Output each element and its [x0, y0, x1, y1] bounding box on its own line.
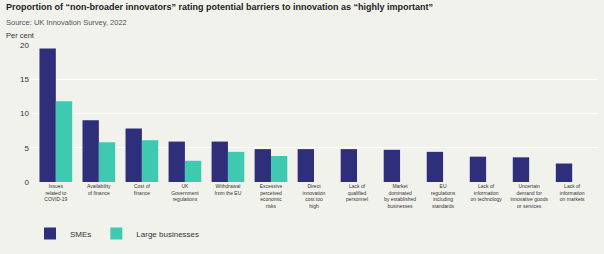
svg-text:Uncertaindemand forinnovative: Uncertaindemand forinnovative goodsor se… [510, 183, 548, 209]
svg-text:20: 20 [20, 41, 29, 50]
svg-text:Per cent: Per cent [6, 31, 35, 40]
svg-text:SMEs: SMEs [70, 230, 91, 239]
svg-text:Proportion of “non-broader inn: Proportion of “non-broader innovators” r… [6, 2, 433, 12]
svg-text:UKGovernmentregulations: UKGovernmentregulations [171, 183, 199, 202]
svg-text:Large businesses: Large businesses [136, 230, 199, 239]
svg-text:Withdrawalfrom the EU: Withdrawalfrom the EU [215, 183, 242, 196]
svg-text:Availabilityof finance: Availabilityof finance [87, 183, 111, 196]
svg-text:15: 15 [20, 75, 29, 84]
svg-text:EUregulationsincludingstandard: EUregulationsincludingstandards [431, 183, 456, 209]
svg-text:10: 10 [20, 109, 29, 118]
svg-text:Excessiveperceivedeconomicrisk: Excessiveperceivedeconomicrisks [260, 183, 283, 209]
svg-text:Source: UK Innovation Survey,: Source: UK Innovation Survey, 2022 [6, 18, 127, 27]
svg-text:Directinnovationcost toohigh: Directinnovationcost toohigh [303, 183, 326, 209]
svg-text:Cost offinance: Cost offinance [134, 183, 151, 196]
svg-text:Marketdominatedby establishedb: Marketdominatedby establishedbusinesses [384, 183, 416, 209]
svg-text:Issuesrelated toCOVID-19: Issuesrelated toCOVID-19 [44, 183, 67, 202]
svg-text:5: 5 [25, 144, 30, 153]
svg-text:Lack ofinformationon markets: Lack ofinformationon markets [560, 183, 585, 202]
svg-text:0: 0 [25, 178, 30, 187]
svg-text:Lack ofinformationon technolog: Lack ofinformationon technology [471, 183, 503, 202]
svg-text:Lack ofqualifiedpersonnel: Lack ofqualifiedpersonnel [346, 183, 368, 202]
